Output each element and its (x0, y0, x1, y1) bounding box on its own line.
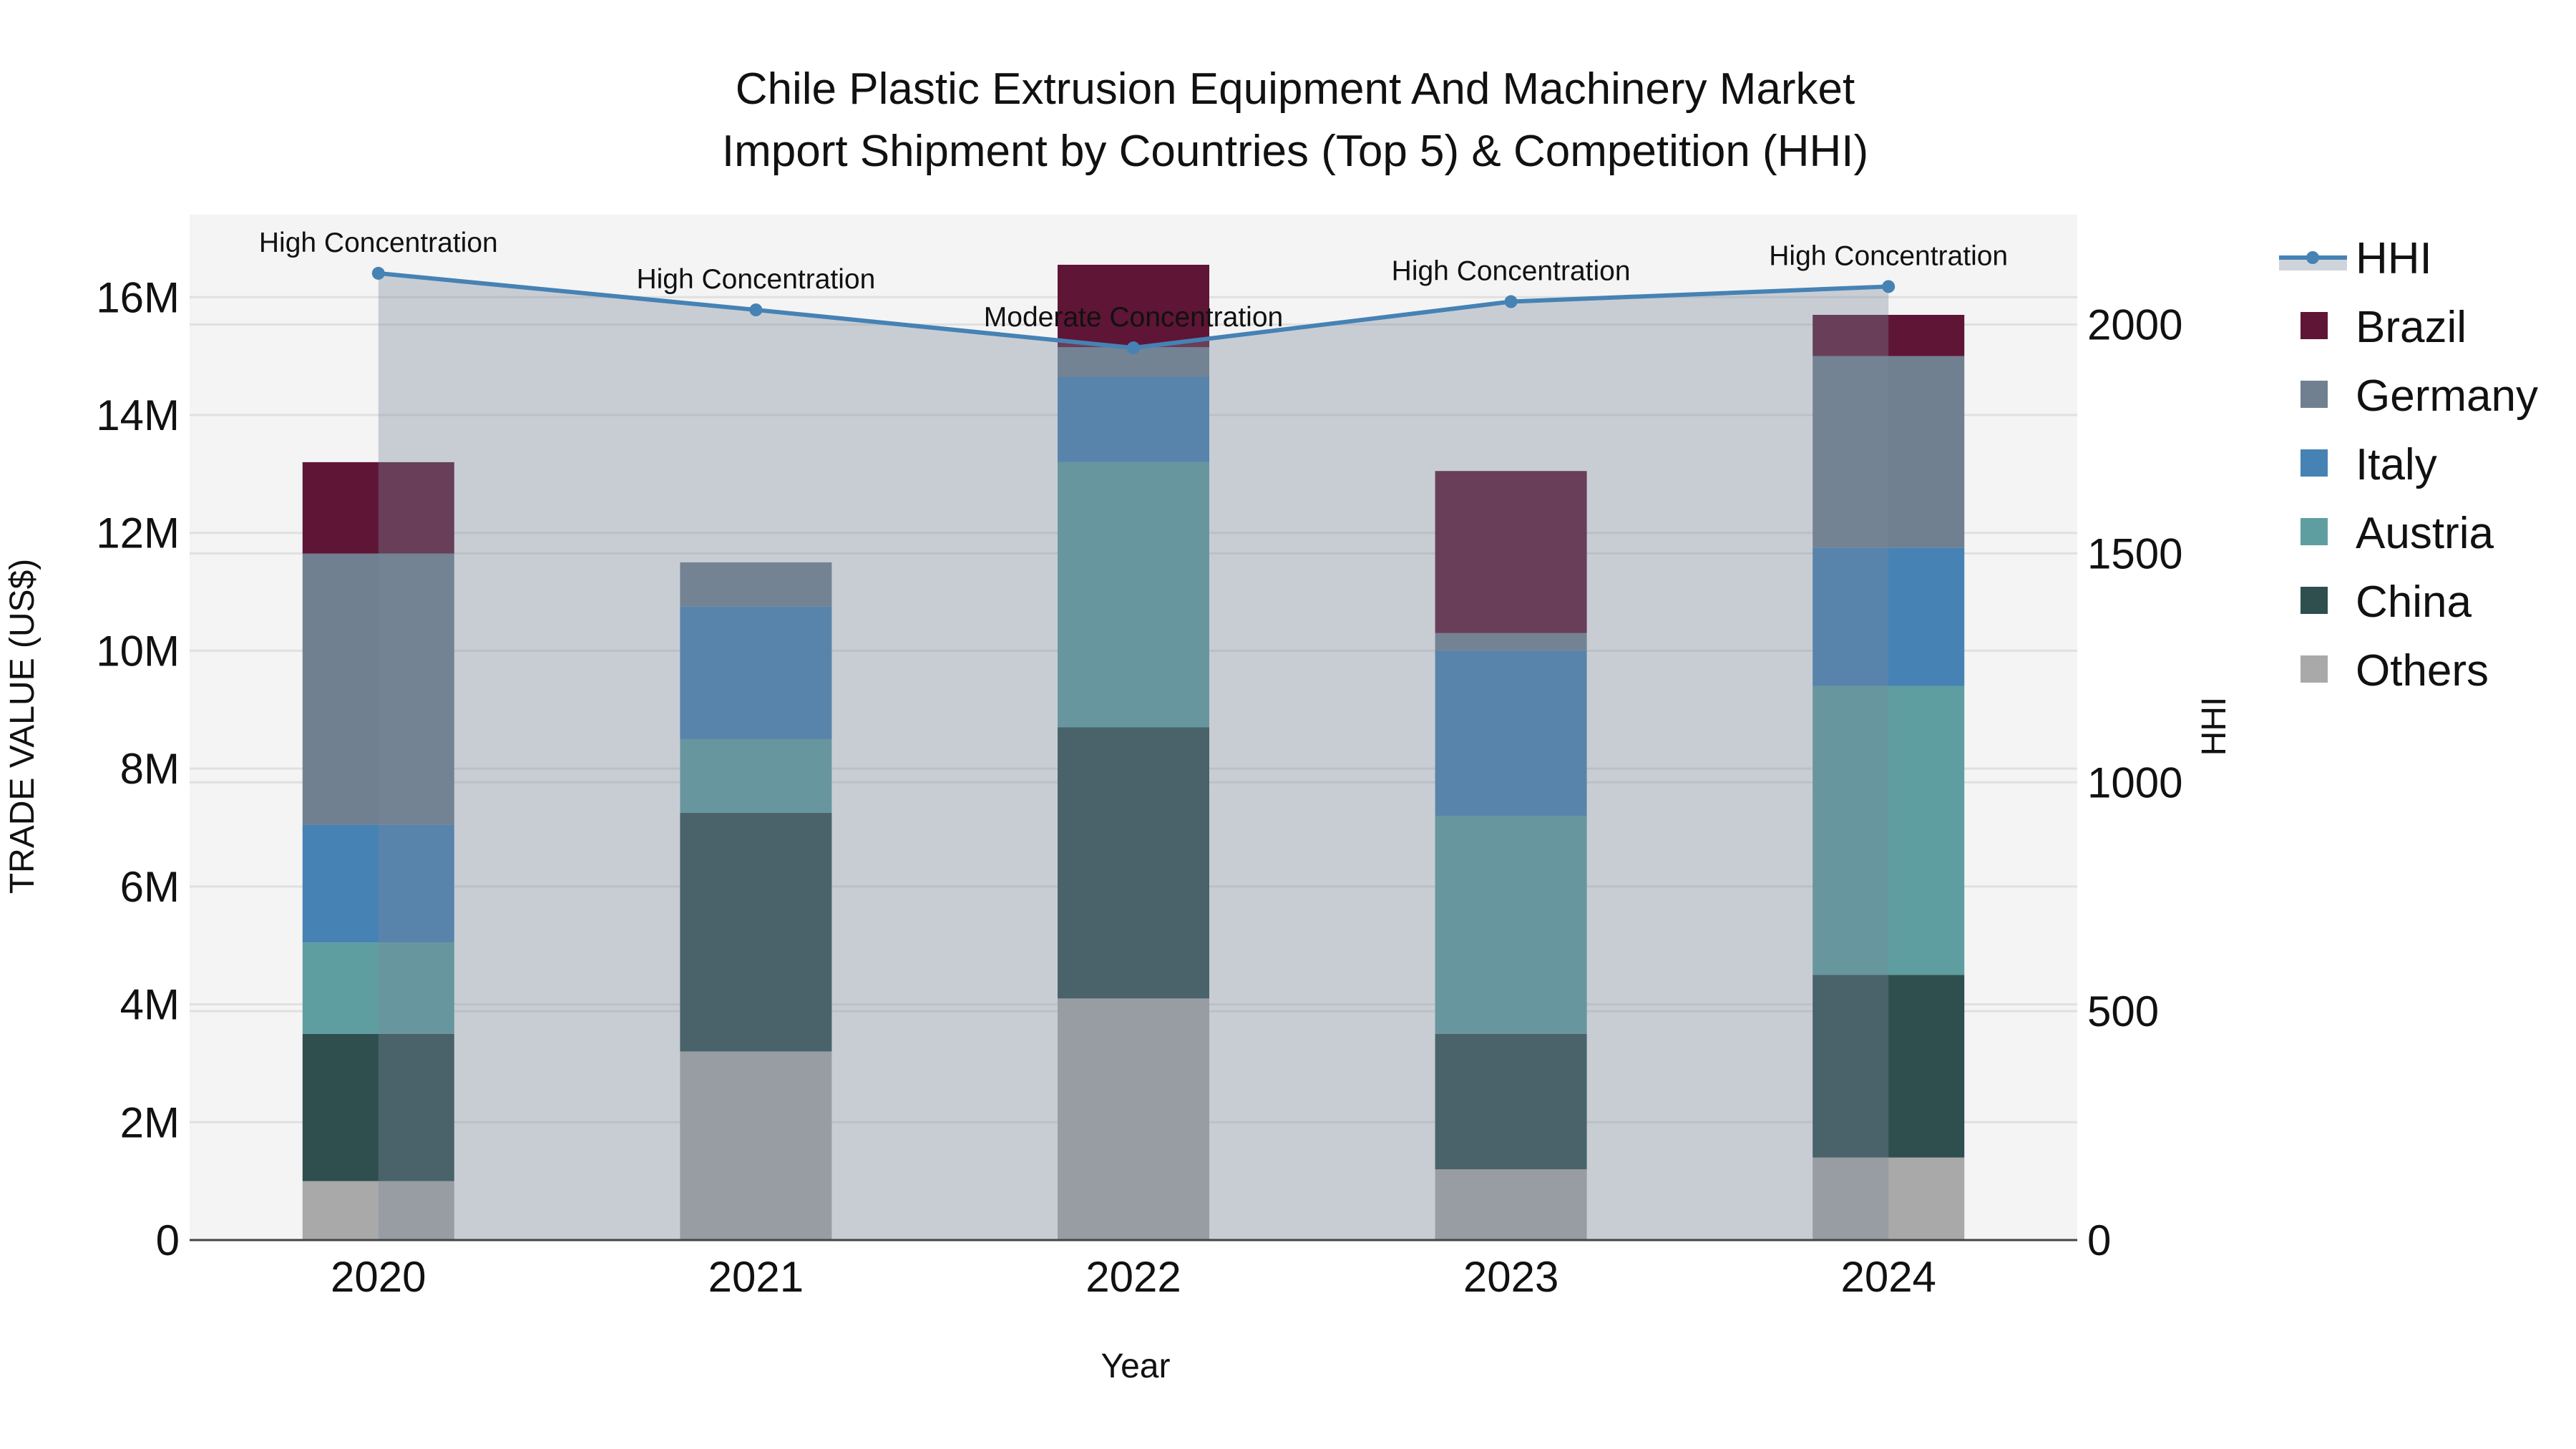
x-tick-label: 2021 (708, 1253, 804, 1301)
hhi-annotation: High Concentration (259, 228, 498, 258)
bar-brazil-2022[interactable] (1058, 265, 1209, 348)
x-tick-label: 2022 (1085, 1253, 1181, 1301)
bar-germany-2021[interactable] (680, 562, 832, 607)
legend-item-austria[interactable]: Austria (2301, 509, 2494, 558)
hhi-area-fill (378, 273, 1889, 1240)
legend-label: Italy (2356, 440, 2437, 489)
y2-tick-label: 0 (2087, 1216, 2111, 1264)
legend-swatch (2301, 518, 2328, 545)
bar-brazil-2024[interactable] (1813, 315, 1965, 356)
hhi-point-2021[interactable] (749, 303, 763, 317)
y-tick-label: 2M (120, 1098, 180, 1146)
bar-others-2024[interactable] (1813, 1157, 1965, 1240)
bar-china-2020[interactable] (302, 1033, 454, 1181)
legend-item-italy[interactable]: Italy (2301, 440, 2437, 489)
hhi-annotation: High Concentration (1392, 256, 1631, 287)
x-tick-label: 2020 (331, 1253, 426, 1301)
y2-tick-label: 2000 (2087, 301, 2182, 349)
hhi-annotation: Moderate Concentration (984, 302, 1283, 333)
legend-item-china[interactable]: China (2301, 577, 2472, 627)
y2-tick-label: 1500 (2087, 530, 2182, 577)
bar-others-2023[interactable] (1435, 1169, 1587, 1240)
bar-germany-2020[interactable] (302, 553, 454, 825)
bar-brazil-2020[interactable] (302, 462, 454, 554)
hhi-line: High Concentration High Concentration Mode… (259, 228, 2008, 355)
y-tick-label: 6M (120, 863, 180, 911)
hhi-point-2024[interactable] (1882, 280, 1896, 293)
legend-swatch (2301, 449, 2328, 477)
hhi-annotation: High Concentration (636, 264, 875, 295)
chart-title-line1: Chile Plastic Extrusion Equipment And Ma… (736, 64, 1855, 114)
hhi-point-2022[interactable] (1127, 341, 1140, 355)
legend-label: Austria (2356, 509, 2494, 558)
x-tick-label: 2024 (1840, 1253, 1936, 1301)
y-tick-label: 12M (96, 509, 180, 557)
legend-swatch (2279, 258, 2347, 270)
chart-title-line2: Import Shipment by Countries (Top 5) & C… (722, 127, 1868, 176)
bar-italy-2024[interactable] (1813, 547, 1965, 686)
x-tick-label: 2023 (1463, 1253, 1558, 1301)
bar-austria-2024[interactable] (1813, 686, 1965, 975)
y-tick-label: 0 (156, 1216, 180, 1264)
y-tick-label: 14M (96, 391, 180, 439)
y2-tick-label: 1000 (2087, 758, 2182, 806)
y-tick-label: 10M (96, 627, 180, 675)
y-axis-title: TRADE VALUE (US$) (4, 559, 42, 894)
y-tick-label: 4M (120, 981, 180, 1029)
bar-others-2022[interactable] (1058, 998, 1209, 1240)
hhi-annotation: High Concentration (1769, 240, 2008, 271)
legend-item-others[interactable]: Others (2301, 646, 2489, 696)
bar-austria-2023[interactable] (1435, 816, 1587, 1034)
legend-label: Brazil (2356, 303, 2467, 352)
legend-item-brazil[interactable]: Brazil (2301, 303, 2467, 352)
bar-others-2021[interactable] (680, 1051, 832, 1240)
bars (302, 265, 1965, 1240)
legend-swatch (2301, 587, 2328, 614)
legend-swatch (2301, 381, 2328, 408)
hhi-area (378, 273, 1889, 1240)
legend-item-hhi[interactable]: HHI (2279, 234, 2432, 283)
y2-tick-label: 500 (2087, 987, 2159, 1035)
bar-italy-2020[interactable] (302, 824, 454, 943)
bar-china-2022[interactable] (1058, 727, 1209, 999)
legend: HHI Brazil Germany Italy Austria China Others (2279, 234, 2538, 696)
bar-italy-2023[interactable] (1435, 650, 1587, 816)
legend-item-germany[interactable]: Germany (2301, 371, 2538, 421)
bar-germany-2023[interactable] (1435, 633, 1587, 651)
legend-swatch (2301, 312, 2328, 339)
bar-germany-2024[interactable] (1813, 356, 1965, 548)
hhi-point-2020[interactable] (371, 266, 385, 280)
bar-austria-2021[interactable] (680, 738, 832, 813)
bar-others-2020[interactable] (302, 1181, 454, 1240)
legend-label: HHI (2356, 234, 2432, 283)
bar-italy-2021[interactable] (680, 606, 832, 739)
bar-brazil-2023[interactable] (1435, 471, 1587, 633)
bar-austria-2022[interactable] (1058, 462, 1209, 728)
bar-austria-2020[interactable] (302, 942, 454, 1034)
y-tick-label: 16M (96, 273, 180, 321)
hhi-point-2023[interactable] (1504, 295, 1518, 308)
bar-china-2024[interactable] (1813, 975, 1965, 1158)
axes: 0 2M 4M 6M 8M 10M 12M 14M 16M 0 500 1000 1500 2000 202… (96, 273, 2182, 1301)
x-axis-title: Year (1101, 1347, 1171, 1385)
legend-label: Others (2356, 646, 2489, 696)
y-tick-label: 8M (120, 745, 180, 793)
y2-axis-title: HHI (2195, 697, 2233, 756)
bar-china-2023[interactable] (1435, 1033, 1587, 1170)
legend-label: Germany (2356, 371, 2538, 421)
bar-china-2021[interactable] (680, 812, 832, 1052)
legend-marker (2306, 251, 2319, 264)
legend-swatch (2301, 655, 2328, 683)
legend-label: China (2356, 577, 2472, 627)
bar-italy-2022[interactable] (1058, 376, 1209, 462)
